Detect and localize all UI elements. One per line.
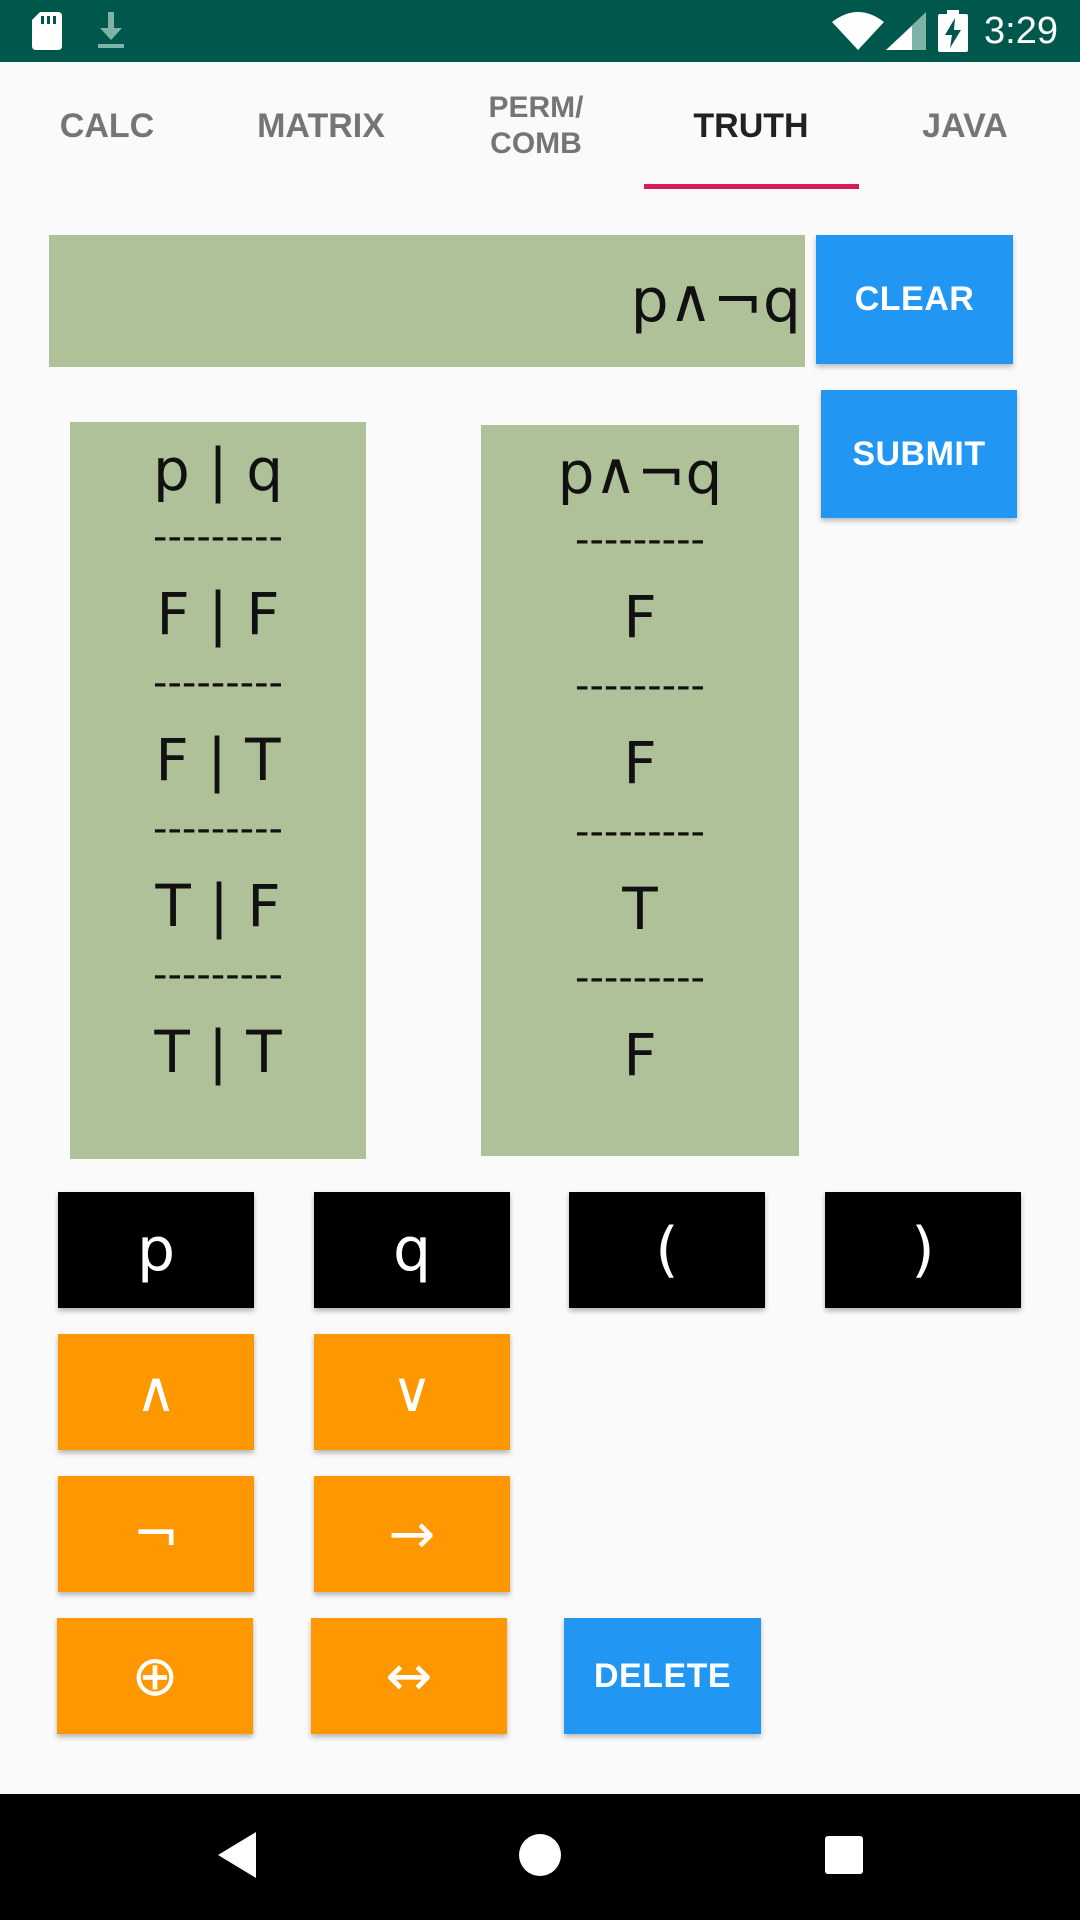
tab-java[interactable]: JAVA	[922, 107, 1008, 145]
and-key[interactable]: ∧	[58, 1334, 254, 1450]
home-icon[interactable]	[518, 1830, 562, 1880]
battery-charging-icon	[938, 10, 968, 52]
recents-icon[interactable]	[824, 1830, 864, 1880]
input-row: F | T	[155, 726, 281, 794]
wifi-icon	[832, 12, 884, 50]
inputs-header: p | q	[152, 436, 284, 504]
tab-calc[interactable]: CALC	[59, 107, 155, 145]
truth-table-result-column: p∧¬q --------- F --------- F --------- T…	[481, 425, 799, 1156]
tab-bar: CALC MATRIX PERM/ COMB TRUTH JAVA	[0, 62, 1080, 190]
xor-key[interactable]: ⊕	[57, 1618, 253, 1734]
row-separator: ---------	[575, 517, 705, 563]
tab-perm-comb[interactable]: PERM/ COMB	[488, 91, 584, 160]
result-row: F	[623, 729, 657, 797]
clear-button[interactable]: CLEAR	[816, 235, 1013, 364]
tab-matrix[interactable]: MATRIX	[257, 107, 385, 145]
cell-signal-icon	[886, 12, 926, 50]
q-key[interactable]: q	[314, 1192, 510, 1308]
result-row: F	[623, 1021, 657, 1089]
result-header: p∧¬q	[557, 439, 723, 507]
result-row: F	[623, 583, 657, 651]
input-row: T | F	[155, 872, 281, 940]
active-tab-indicator	[644, 184, 859, 189]
back-icon[interactable]	[216, 1830, 256, 1880]
row-separator: ---------	[575, 955, 705, 1001]
iff-key[interactable]: ↔	[311, 1618, 507, 1734]
expression-display: p∧¬q	[49, 235, 805, 367]
status-bar: 3:29	[0, 0, 1080, 62]
input-row: F | F	[156, 580, 280, 648]
navigation-bar	[0, 1794, 1080, 1920]
row-separator: ---------	[575, 809, 705, 855]
not-key[interactable]: ¬	[58, 1476, 254, 1592]
download-icon	[98, 12, 124, 48]
row-separator: ---------	[153, 660, 283, 706]
p-key[interactable]: p	[58, 1192, 254, 1308]
row-separator: ---------	[153, 952, 283, 998]
row-separator: ---------	[575, 663, 705, 709]
submit-button[interactable]: SUBMIT	[821, 390, 1017, 518]
truth-table-inputs-column: p | q --------- F | F --------- F | T --…	[70, 422, 366, 1159]
input-row: T | T	[154, 1018, 282, 1086]
close-paren-key[interactable]: )	[825, 1192, 1021, 1308]
sd-card-icon	[32, 12, 62, 50]
clock-time: 3:29	[984, 10, 1058, 52]
row-separator: ---------	[153, 806, 283, 852]
implies-key[interactable]: →	[314, 1476, 510, 1592]
row-separator: ---------	[153, 514, 283, 560]
or-key[interactable]: ∨	[314, 1334, 510, 1450]
result-row: T	[622, 875, 658, 943]
delete-button[interactable]: DELETE	[564, 1618, 761, 1734]
open-paren-key[interactable]: (	[569, 1192, 765, 1308]
tab-truth[interactable]: TRUTH	[693, 107, 809, 145]
